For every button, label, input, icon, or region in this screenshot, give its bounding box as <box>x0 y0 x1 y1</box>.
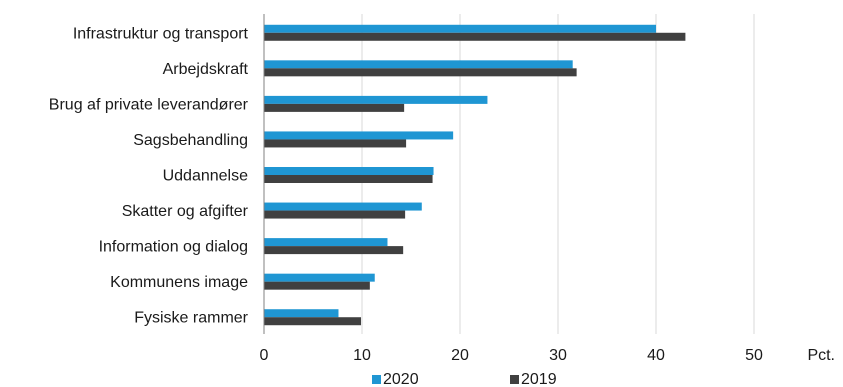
legend-swatch-2019 <box>510 375 519 384</box>
category-label: Skatter og afgifter <box>122 203 249 220</box>
bar-2020 <box>264 24 656 33</box>
bar-2020 <box>264 60 573 69</box>
bar-layer <box>264 24 686 326</box>
legend: 2020 2019 <box>372 371 557 387</box>
x-tick-label: 30 <box>549 347 567 364</box>
category-label: Brug af private leverandører <box>49 96 249 113</box>
bar-2020 <box>264 202 422 211</box>
category-label: Kommunens image <box>110 274 248 291</box>
tick-layer: 0 10 20 30 40 50 <box>260 347 763 364</box>
bar-2020 <box>264 95 488 104</box>
bar-2019 <box>264 32 686 41</box>
legend-swatch-2020 <box>372 375 381 384</box>
bar-2020 <box>264 309 339 318</box>
x-tick-label: 40 <box>647 347 665 364</box>
bar-2020 <box>264 131 454 140</box>
category-label: Uddannelse <box>163 168 249 185</box>
bar-2019 <box>264 139 407 148</box>
bar-2019 <box>264 103 405 112</box>
bar-2019 <box>264 246 404 255</box>
category-label: Infrastruktur og transport <box>73 25 249 42</box>
label-layer: Infrastruktur og transport Arbejdskraft Br… <box>49 25 249 326</box>
category-label: Sagsbehandling <box>133 132 248 149</box>
x-tick-label: 50 <box>745 347 763 364</box>
category-label: Fysiske rammer <box>134 310 248 327</box>
bar-2019 <box>264 175 433 183</box>
legend-label: 2020 <box>383 371 419 387</box>
bar-2019 <box>264 68 577 77</box>
category-label: Information og dialog <box>99 239 248 256</box>
x-tick-label: 20 <box>451 347 469 364</box>
bar-2020 <box>264 167 434 175</box>
x-tick-label: 0 <box>260 347 269 364</box>
legend-label: 2019 <box>521 371 557 387</box>
x-axis-unit-label: Pct. <box>807 347 835 364</box>
bar-2019 <box>264 317 362 326</box>
x-tick-label: 10 <box>353 347 371 364</box>
bar-2019 <box>264 281 370 290</box>
category-label: Arbejdskraft <box>163 61 249 78</box>
bar-2020 <box>264 238 388 247</box>
bar-2020 <box>264 273 375 282</box>
bar-2019 <box>264 210 406 219</box>
